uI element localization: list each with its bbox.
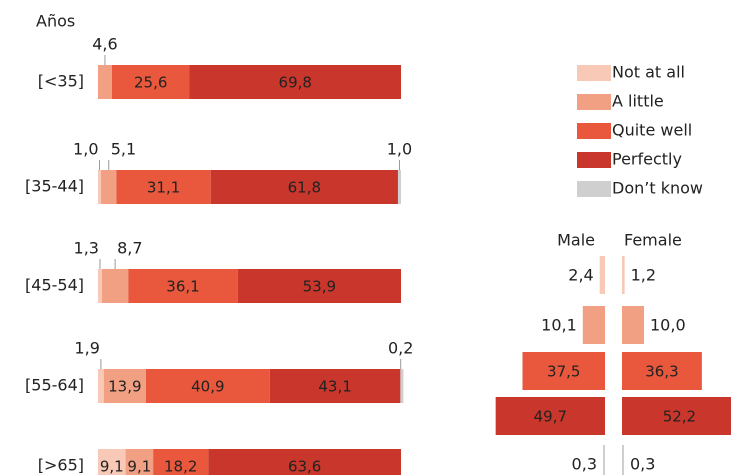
value-label: 1,2 [631, 266, 656, 285]
value-label: 0,3 [630, 455, 655, 474]
legend-label: Don’t know [612, 179, 703, 198]
series-header: Female [624, 231, 682, 250]
category-label: [35-44] [25, 177, 84, 196]
value-label: 61,8 [288, 179, 321, 197]
bar [582, 306, 605, 344]
value-label: 18,2 [164, 458, 197, 475]
bar-segment [98, 170, 102, 204]
value-label: 25,6 [134, 74, 167, 92]
value-label: 36,1 [166, 278, 199, 296]
value-label: 0,2 [388, 339, 413, 358]
category-label: [>65] [38, 456, 84, 475]
bar-segment [145, 369, 270, 403]
bar-segment [153, 449, 209, 475]
value-label: 37,5 [547, 363, 580, 381]
bar [495, 397, 605, 435]
value-label: 9,1 [100, 458, 124, 475]
value-label: 63,6 [288, 458, 321, 475]
value-label: 43,1 [318, 378, 351, 396]
bar-segment [98, 449, 126, 475]
bar-segment [101, 170, 117, 204]
legend-swatch [577, 123, 611, 139]
value-label: 2,4 [568, 266, 593, 285]
value-label: 9,1 [127, 458, 151, 475]
legend-swatch [577, 65, 611, 81]
bar-segment [111, 65, 190, 99]
value-label: 8,7 [117, 239, 142, 258]
bar-segment [103, 369, 146, 403]
value-label: 5,1 [111, 140, 136, 159]
series-header: Male [557, 231, 595, 250]
value-label: 31,1 [147, 179, 180, 197]
bar-segment [116, 170, 211, 204]
bar-segment [101, 269, 129, 303]
category-label: [55-64] [25, 376, 84, 395]
bar-segment [189, 65, 401, 99]
value-label: 52,2 [663, 408, 696, 426]
bar-segment [98, 65, 112, 99]
value-label: 69,8 [279, 74, 312, 92]
bar-segment [400, 369, 404, 403]
bar-segment [98, 269, 102, 303]
value-label: 1,0 [387, 140, 412, 159]
value-label: 13,9 [108, 378, 141, 396]
value-label: 1,0 [73, 140, 98, 159]
legend-label: Quite well [612, 121, 692, 140]
value-label: 0,3 [572, 455, 597, 474]
bar-segment [397, 170, 401, 204]
bar-segment [269, 369, 401, 403]
legend-label: Not at all [612, 63, 685, 82]
value-label: 49,7 [534, 408, 567, 426]
category-label: [<35] [38, 72, 84, 91]
legend-label: Perfectly [612, 150, 682, 169]
legend-label: A little [612, 92, 664, 111]
value-label: 4,6 [92, 35, 117, 54]
bar-segment [237, 269, 401, 303]
bar-segment [128, 269, 238, 303]
value-label: 36,3 [645, 363, 678, 381]
bar [622, 352, 702, 390]
bar-segment [125, 449, 154, 475]
bar-segment [208, 449, 401, 475]
value-label: 10,0 [650, 316, 686, 335]
bar [622, 256, 625, 294]
bar-segment [210, 170, 398, 204]
value-label: 53,9 [303, 278, 336, 296]
legend-swatch [577, 152, 611, 168]
value-label: 1,9 [74, 339, 99, 358]
bar [522, 352, 605, 390]
value-label: 10,1 [541, 316, 577, 335]
bar [603, 445, 605, 475]
legend-swatch [577, 94, 611, 110]
bar [622, 445, 624, 475]
bar [622, 306, 644, 344]
chart-title: Años [36, 12, 75, 31]
value-label: 40,9 [191, 378, 224, 396]
legend-swatch [577, 181, 611, 197]
bar [622, 397, 731, 435]
bar-segment [98, 369, 104, 403]
bar [599, 256, 605, 294]
value-label: 1,3 [74, 239, 99, 258]
category-label: [45-54] [25, 276, 84, 295]
